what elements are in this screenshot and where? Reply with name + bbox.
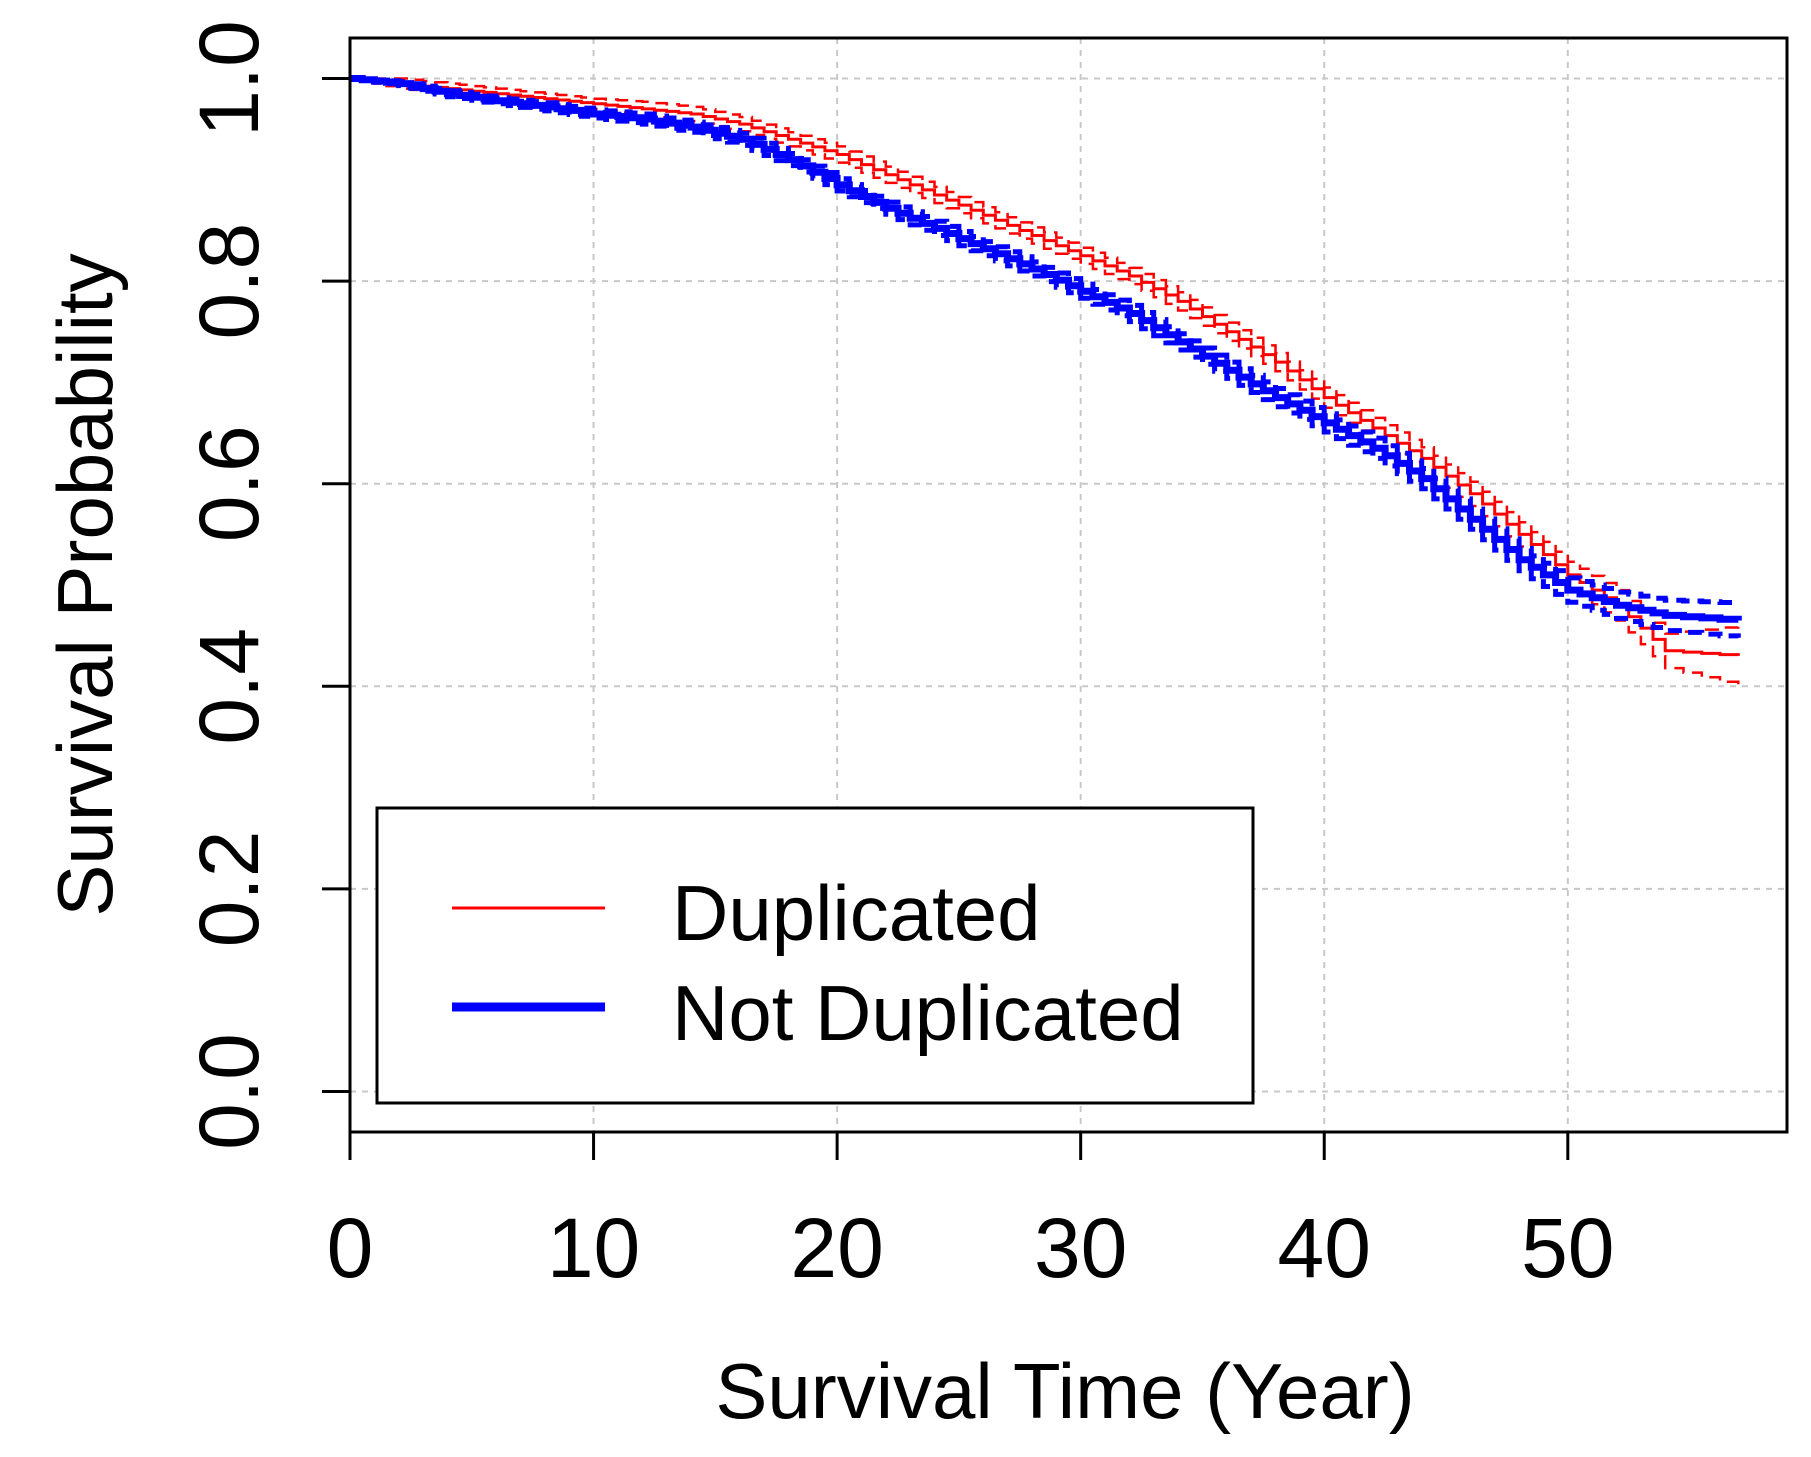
series-duplicated bbox=[350, 77, 1740, 687]
plot-frame bbox=[348, 36, 1789, 1134]
survival-curve-duplicated bbox=[350, 77, 1740, 657]
legend-label-duplicated: Duplicated bbox=[672, 869, 1041, 957]
ci-upper-not-duplicated bbox=[350, 76, 1741, 605]
legend-box bbox=[375, 806, 1255, 1105]
ci-lower-duplicated bbox=[350, 77, 1740, 687]
x-axis-title: Survival Time (Year) bbox=[715, 1347, 1414, 1435]
y-tick-label-0: 0.0 bbox=[182, 1033, 276, 1150]
legend-label-not-duplicated: Not Duplicated bbox=[672, 969, 1184, 1057]
y-tick-label-3: 0.6 bbox=[182, 425, 276, 542]
x-tick-label-1: 10 bbox=[547, 1201, 640, 1295]
ci-upper-duplicated bbox=[350, 77, 1740, 635]
y-axis: 0.0 0.2 0.4 0.6 0.8 1.0 bbox=[182, 20, 350, 1150]
survival-curve-not-duplicated bbox=[350, 75, 1742, 623]
y-tick-label-5: 1.0 bbox=[182, 20, 276, 137]
x-tick-label-4: 40 bbox=[1278, 1201, 1371, 1295]
y-axis-title: Survival Probability bbox=[41, 253, 129, 916]
y-tick-label-1: 0.2 bbox=[182, 830, 276, 947]
x-tick-label-0: 0 bbox=[327, 1201, 374, 1295]
x-tick-label-2: 20 bbox=[790, 1201, 883, 1295]
y-tick-label-2: 0.4 bbox=[182, 628, 276, 745]
legend: Duplicated Not Duplicated bbox=[375, 806, 1255, 1105]
series-layer bbox=[350, 75, 1742, 687]
x-axis: 0 10 20 30 40 50 bbox=[327, 1132, 1615, 1295]
x-tick-label-5: 50 bbox=[1521, 1201, 1614, 1295]
y-tick-label-4: 0.8 bbox=[182, 223, 276, 340]
x-tick-label-3: 30 bbox=[1034, 1201, 1127, 1295]
series-not-duplicated bbox=[350, 75, 1742, 639]
